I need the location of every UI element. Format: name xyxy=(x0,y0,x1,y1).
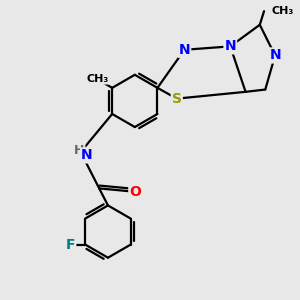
Text: N: N xyxy=(269,49,281,62)
Text: N: N xyxy=(178,43,190,57)
Text: N: N xyxy=(81,148,93,162)
Text: S: S xyxy=(172,92,182,106)
Text: H: H xyxy=(74,144,84,157)
Text: N: N xyxy=(224,39,236,53)
Text: O: O xyxy=(129,185,141,199)
Text: CH₃: CH₃ xyxy=(271,6,293,16)
Text: F: F xyxy=(66,238,75,252)
Text: CH₃: CH₃ xyxy=(86,74,108,84)
